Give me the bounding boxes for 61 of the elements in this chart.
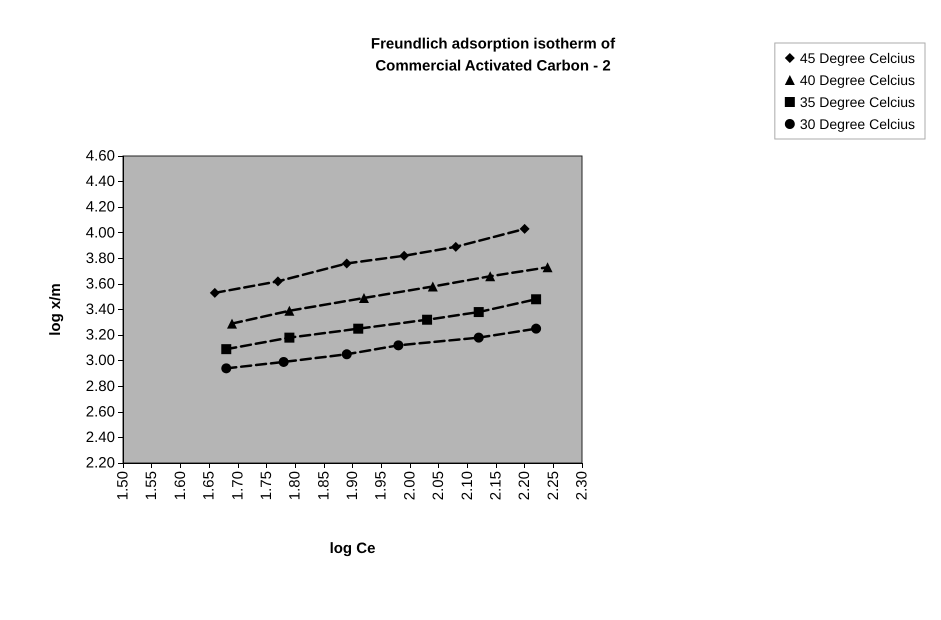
point [278, 356, 289, 367]
point [221, 344, 232, 354]
y-tick-label: 2.40 [86, 428, 115, 446]
point [284, 332, 294, 343]
y-tick-label: 3.00 [86, 352, 115, 370]
point [284, 306, 294, 316]
point [227, 318, 238, 329]
point [422, 314, 432, 325]
point [210, 288, 220, 298]
x-tick-label: 1.55 [143, 471, 160, 500]
point [399, 250, 410, 261]
y-tick-label: 4.40 [86, 173, 115, 190]
x-tick-label: 2.00 [401, 471, 418, 500]
x-tick-label: 2.15 [487, 471, 504, 500]
point [428, 281, 438, 292]
legend-label: 30 Degree Celcius [800, 116, 915, 132]
x-tick-label: 1.60 [172, 471, 189, 500]
point [358, 292, 369, 303]
x-tick-label: 1.95 [372, 471, 390, 500]
point [531, 294, 542, 304]
x-tick-label: 2.30 [574, 471, 590, 500]
y-tick-label: 3.80 [86, 250, 115, 267]
point [520, 224, 530, 234]
point [353, 324, 364, 334]
x-tick-label: 2.20 [516, 471, 534, 500]
chart-title: Freundlich adsorption isotherm of Commercial Activated Carbon - 2 [370, 36, 616, 74]
legend-label: 45 Degree Celcius [800, 50, 915, 66]
y-axis-title: log x/m [47, 283, 64, 336]
y-tick-label: 4.20 [86, 198, 115, 216]
x-tick-label: 2.25 [544, 471, 562, 500]
x-tick-label: 1.75 [258, 471, 275, 500]
y-tick-label: 2.80 [86, 378, 115, 395]
y-tick-label: 3.20 [86, 326, 115, 344]
x-tick-label: 1.70 [229, 471, 246, 500]
y-tick-label: 3.60 [86, 275, 115, 292]
x-tick-label: 2.10 [458, 471, 476, 500]
point [221, 363, 232, 374]
point [474, 332, 484, 343]
y-tick-label: 4.00 [86, 224, 115, 242]
x-tick-label: 2.05 [430, 471, 448, 500]
x-tick-label: 1.65 [200, 471, 218, 500]
point [474, 307, 484, 318]
y-tick-label: 2.20 [86, 454, 115, 472]
legend-label: 35 Degree Celcius [800, 94, 915, 110]
y-tick-label: 3.40 [86, 301, 115, 318]
point [342, 349, 352, 360]
legend-label: 40 Degree Celcius [800, 72, 915, 88]
point [393, 340, 404, 350]
y-tick-label: 4.60 [86, 148, 115, 164]
point [342, 258, 352, 268]
x-tick-label: 1.85 [315, 471, 332, 500]
y-tick-label: 2.60 [86, 403, 115, 420]
x-tick-label: 1.50 [114, 471, 132, 500]
point [542, 262, 553, 272]
point [450, 242, 461, 252]
x-tick-label: 1.90 [344, 471, 361, 500]
point [531, 324, 542, 334]
x-tick-label: 1.80 [286, 471, 304, 500]
point [485, 271, 496, 282]
x-axis-title: log Ce [330, 540, 376, 557]
point [272, 276, 283, 286]
